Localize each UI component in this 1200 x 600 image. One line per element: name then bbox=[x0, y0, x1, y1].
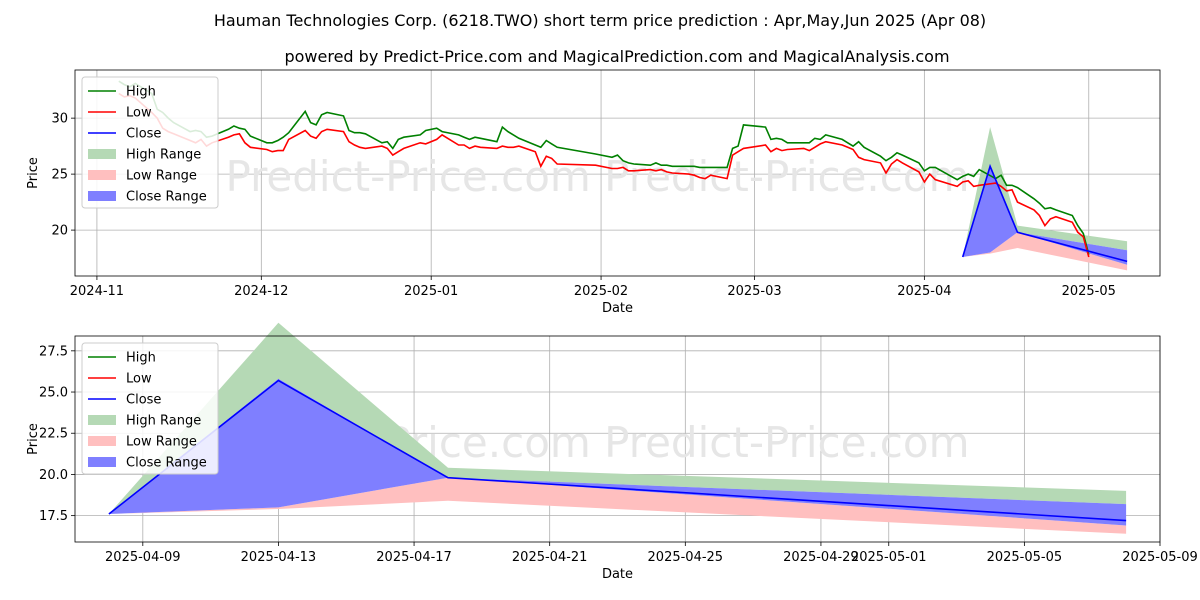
legend-label: High Range bbox=[126, 148, 201, 163]
low-range-band bbox=[962, 232, 1128, 271]
legend-label: High bbox=[126, 85, 156, 100]
legend-label: Low bbox=[126, 372, 152, 387]
legend-label: High Range bbox=[126, 414, 201, 429]
y-tick-label: 20.0 bbox=[39, 468, 68, 483]
x-tick-label: 2025-04-25 bbox=[648, 550, 724, 565]
chart-subtitle: powered by Predict-Price.com and Magical… bbox=[284, 47, 949, 66]
legend-label: Close Range bbox=[126, 190, 207, 205]
close-series-line bbox=[961, 163, 1128, 263]
y-tick-label: 25.0 bbox=[39, 386, 68, 401]
y-tick-label: 25 bbox=[51, 168, 68, 183]
y-axis-label: Price bbox=[26, 423, 41, 455]
x-axis-label: Date bbox=[602, 301, 633, 316]
y-tick-label: 22.5 bbox=[39, 427, 68, 442]
legend-patch-swatch bbox=[88, 170, 116, 180]
x-tick-label: 2025-04-13 bbox=[241, 550, 317, 565]
plot-frame bbox=[74, 335, 1161, 543]
x-tick-label: 2025-01 bbox=[404, 284, 458, 299]
legend-label: Close bbox=[126, 127, 161, 142]
x-tick-label: 2025-05-05 bbox=[987, 550, 1063, 565]
x-tick-label: 2025-05-01 bbox=[851, 550, 927, 565]
x-tick-label: 2025-04 bbox=[897, 284, 951, 299]
legend-label: Low bbox=[126, 106, 152, 121]
x-tick-label: 2025-04-09 bbox=[105, 550, 181, 565]
watermark-text: Predict-Price.com Predict-Price.com bbox=[225, 152, 969, 201]
legend-label: Low Range bbox=[126, 169, 197, 184]
legend-patch-swatch bbox=[88, 149, 116, 159]
y-tick-label: 20 bbox=[51, 224, 68, 239]
legend-label: Close bbox=[126, 393, 161, 408]
top-chart-panel: Predict-Price.com Predict-Price.com 2024-… bbox=[26, 69, 1161, 316]
x-tick-label: 2025-04-29 bbox=[783, 550, 859, 565]
x-tick-label: 2024-12 bbox=[234, 284, 288, 299]
high-range-band bbox=[108, 322, 1127, 514]
y-tick-label: 27.5 bbox=[39, 344, 68, 359]
low-range-band bbox=[108, 477, 1127, 534]
chart-title: Hauman Technologies Corp. (6218.TWO) sho… bbox=[214, 11, 986, 30]
x-tick-label: 2025-05-09 bbox=[1122, 550, 1198, 565]
close-range-band bbox=[962, 165, 1128, 265]
y-axis-label: Price bbox=[26, 157, 41, 189]
high-series-line bbox=[118, 80, 1090, 255]
x-tick-label: 2025-04-21 bbox=[512, 550, 588, 565]
legend-patch-swatch bbox=[88, 191, 116, 201]
close-range-band bbox=[108, 378, 1127, 526]
legend-patch-swatch bbox=[88, 415, 116, 425]
x-tick-label: 2025-03 bbox=[727, 284, 781, 299]
x-tick-label: 2025-04-17 bbox=[376, 550, 452, 565]
legend-label: High bbox=[126, 351, 156, 366]
legend-patch-swatch bbox=[88, 436, 116, 446]
x-axis-label: Date bbox=[602, 567, 633, 582]
legend: High Low Close High Range Low Range Close Ran… bbox=[81, 76, 219, 209]
low-series-line bbox=[118, 92, 1090, 258]
y-tick-label: 17.5 bbox=[39, 509, 68, 524]
high-range-band bbox=[962, 127, 1128, 257]
legend: High Low Close High Range Low Range Close Ran… bbox=[81, 342, 219, 475]
y-tick-label: 30 bbox=[51, 112, 68, 127]
x-tick-label: 2025-02 bbox=[574, 284, 628, 299]
bottom-chart-panel: Predict-Price.com Predict-Price.com2025-… bbox=[26, 322, 1198, 582]
x-tick-label: 2024-11 bbox=[70, 284, 124, 299]
legend-label: Close Range bbox=[126, 456, 207, 471]
plot-frame bbox=[74, 69, 1161, 277]
x-tick-label: 2025-05 bbox=[1062, 284, 1116, 299]
legend-patch-swatch bbox=[88, 457, 116, 467]
legend-label: Low Range bbox=[126, 435, 197, 450]
